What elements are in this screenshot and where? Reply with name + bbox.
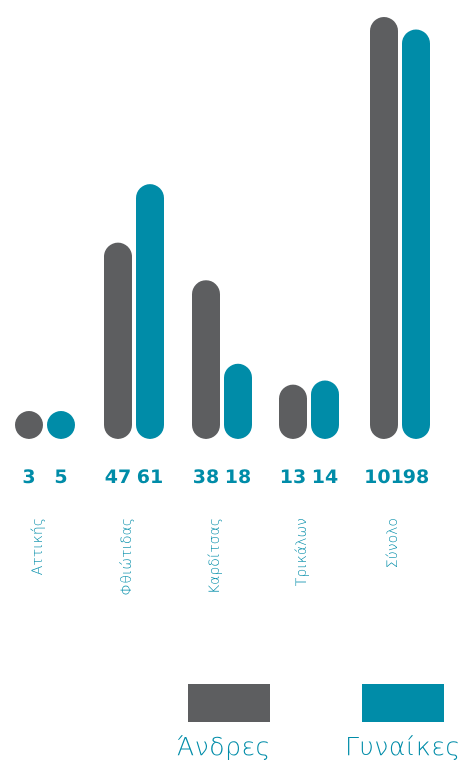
value-label-men-1: 47 [105,466,131,488]
legend-label-men: Άνδρες [177,732,271,761]
value-label-women-4: 98 [403,466,429,488]
value-label-men-4: 101 [364,466,404,488]
bar-men-3 [279,384,307,439]
bar-women-3 [311,380,339,439]
bar-women-0 [47,411,75,439]
category-label-0: Αττικής [30,518,46,575]
value-label-men-2: 38 [193,466,219,488]
bar-women-4 [402,29,430,439]
bar-men-2 [192,280,220,439]
value-label-women-3: 14 [312,466,338,488]
bar-men-0 [15,411,43,439]
legend-swatch-women [362,684,444,722]
value-label-women-1: 61 [137,466,163,488]
value-label-men-0: 3 [22,466,35,488]
category-label-1: Φθιώτιδας [119,518,135,596]
bar-men-1 [104,242,132,439]
category-label-4: Σύνολο [385,518,401,568]
category-label-2: Καρδίτσας [207,518,223,594]
value-label-women-2: 18 [225,466,251,488]
category-label-3: Τρικάλων [294,518,310,586]
legend-swatch-men [188,684,270,722]
value-label-women-0: 5 [54,466,67,488]
bar-men-4 [370,17,398,439]
bar-women-2 [224,363,252,439]
legend-label-women: Γυναίκες [345,732,461,761]
value-label-men-3: 13 [280,466,306,488]
bar-women-1 [136,184,164,439]
grouped-bar-chart: 3 5 Αττικής 47 61 Φθιώτιδας 38 18 Καρδίτσας 13 14 Τ… [15,17,430,596]
